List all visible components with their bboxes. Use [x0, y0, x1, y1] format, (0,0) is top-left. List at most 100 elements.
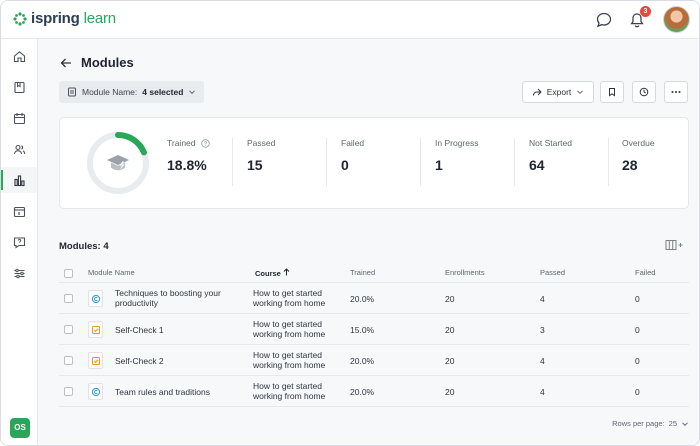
module-name-filter[interactable]: Module Name: 4 selected: [59, 81, 205, 103]
stat-overdue: Overdue 28: [622, 138, 655, 173]
stat-overdue-value: 28: [622, 157, 638, 173]
modules-table: Modules: 4 Module Name Course Trained En…: [59, 231, 689, 436]
sidebar-item-calendar[interactable]: [1, 105, 37, 131]
sidebar-item-help[interactable]: [1, 229, 37, 255]
filter-label: Module Name:: [82, 87, 138, 97]
table-footer: Rows per page: 25: [59, 419, 689, 433]
row-checkbox[interactable]: [64, 325, 73, 334]
row-passed: 4: [540, 387, 545, 397]
user-avatar[interactable]: [663, 6, 690, 33]
row-trained: 20.0%: [350, 387, 375, 397]
calendar-day-icon: [13, 206, 25, 217]
header-passed[interactable]: Passed: [540, 268, 566, 277]
stat-divider: [420, 138, 421, 186]
logo[interactable]: ispring learn: [13, 10, 116, 27]
row-passed: 4: [540, 356, 545, 366]
sidebar-item-schedule[interactable]: [1, 198, 37, 224]
users-icon: [13, 144, 25, 154]
row-passed: 4: [540, 294, 545, 304]
ispring-logo-icon: [13, 11, 27, 26]
row-module-name[interactable]: Self-Check 1: [115, 325, 164, 335]
sidebar-item-content[interactable]: [1, 74, 37, 100]
table-row[interactable]: Self-Check 2 How to get started working …: [59, 345, 689, 376]
stat-divider: [326, 138, 327, 186]
row-passed: 3: [540, 325, 545, 335]
self-check-icon: [88, 352, 103, 369]
back-arrow-icon[interactable]: [59, 56, 73, 70]
schedule-button[interactable]: [632, 81, 656, 103]
stat-trained-value: 18.8%: [167, 157, 207, 173]
table-row[interactable]: Techniques to boosting your productivity…: [59, 283, 689, 314]
export-button[interactable]: Export: [522, 81, 594, 103]
sidebar-item-reports[interactable]: [1, 167, 37, 193]
row-failed: 0: [635, 387, 640, 397]
row-module-name[interactable]: Techniques to boosting your productivity: [115, 288, 221, 308]
stat-trained: Trained 18.8%: [167, 138, 210, 173]
home-icon: [13, 50, 25, 62]
row-module-name[interactable]: Self-Check 2: [115, 356, 164, 366]
header-enrollments[interactable]: Enrollments: [445, 268, 485, 277]
table-row[interactable]: Team rules and traditions How to get sta…: [59, 376, 689, 407]
stat-passed-value: 15: [247, 157, 263, 173]
self-check-icon: [88, 321, 103, 338]
sidebar-item-home[interactable]: [1, 43, 37, 69]
row-checkbox[interactable]: [64, 356, 73, 365]
course-icon: [88, 383, 103, 400]
table-row[interactable]: Self-Check 1 How to get started working …: [59, 314, 689, 345]
row-enrollments: 20: [445, 325, 455, 335]
stat-divider: [514, 138, 515, 186]
stat-in-progress-value: 1: [435, 157, 443, 173]
row-trained: 15.0%: [350, 325, 375, 335]
header-trained[interactable]: Trained: [350, 268, 376, 277]
row-checkbox[interactable]: [64, 294, 73, 303]
row-module-name[interactable]: Team rules and traditions: [115, 387, 210, 397]
select-all-checkbox[interactable]: [64, 269, 73, 278]
sidebar-item-users[interactable]: [1, 136, 37, 162]
course-icon: [88, 290, 103, 307]
top-bar: ispring learn 3: [1, 1, 699, 39]
bar-chart-icon: [13, 174, 25, 186]
chevron-down-icon: [577, 90, 584, 95]
header-course[interactable]: Course: [255, 268, 290, 278]
share-arrow-icon: [532, 88, 542, 96]
sidebar-item-settings[interactable]: [1, 260, 37, 286]
header-module-name[interactable]: Module Name: [88, 268, 135, 277]
main-content: Modules Module Name: 4 selected Export: [38, 39, 699, 445]
stat-passed-label: Passed: [247, 138, 276, 148]
table-title: Modules: 4: [59, 241, 109, 252]
chat-icon[interactable]: [595, 11, 613, 29]
help-circle-icon[interactable]: [200, 138, 210, 148]
account-chip[interactable]: OS: [10, 418, 30, 438]
row-course: How to get started working from home: [253, 350, 326, 370]
filter-value: 4 selected: [142, 87, 184, 97]
row-trained: 20.0%: [350, 356, 375, 366]
row-trained: 20.0%: [350, 294, 375, 304]
bell-icon[interactable]: [628, 11, 646, 29]
row-enrollments: 20: [445, 387, 455, 397]
rows-per-page-value: 25: [668, 419, 677, 428]
columns-settings-icon[interactable]: [665, 239, 685, 251]
stat-divider: [608, 138, 609, 186]
logo-text: ispring learn: [31, 10, 116, 27]
stat-failed-label: Failed: [341, 138, 365, 148]
more-options-button[interactable]: [664, 81, 688, 103]
rows-per-page-selector[interactable]: Rows per page: 25: [612, 419, 689, 428]
stat-not-started-label: Not Started: [529, 138, 572, 148]
trained-donut-chart: [87, 132, 149, 194]
chevron-down-icon: [682, 421, 688, 426]
trained-progress-arc: [87, 132, 149, 194]
bookmark-button[interactable]: [600, 81, 624, 103]
stat-divider: [232, 138, 233, 186]
row-course: How to get started working from home: [253, 381, 326, 401]
row-checkbox[interactable]: [64, 387, 73, 396]
row-enrollments: 20: [445, 294, 455, 304]
summary-card: Trained 18.8% Passed 15 Failed 0 In Prog…: [59, 117, 689, 209]
bookmark-icon: [609, 88, 615, 97]
header-course-label: Course: [255, 269, 281, 278]
sidebar: OS: [1, 39, 38, 445]
help-chat-icon: [13, 236, 25, 249]
notification-badge: 3: [640, 6, 651, 17]
header-failed[interactable]: Failed: [635, 268, 656, 277]
stat-failed: Failed 0: [341, 138, 364, 173]
